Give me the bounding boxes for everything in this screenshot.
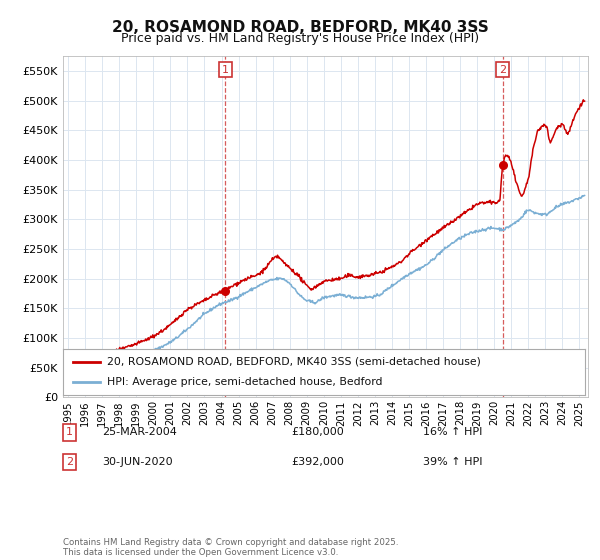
Text: 2: 2 xyxy=(499,64,506,74)
Text: 1: 1 xyxy=(66,427,73,437)
Text: Contains HM Land Registry data © Crown copyright and database right 2025.
This d: Contains HM Land Registry data © Crown c… xyxy=(63,538,398,557)
Text: 30-JUN-2020: 30-JUN-2020 xyxy=(102,457,173,467)
Text: 25-MAR-2004: 25-MAR-2004 xyxy=(102,427,177,437)
Text: 1: 1 xyxy=(222,64,229,74)
Text: 16% ↑ HPI: 16% ↑ HPI xyxy=(423,427,482,437)
Text: HPI: Average price, semi-detached house, Bedford: HPI: Average price, semi-detached house,… xyxy=(107,377,383,387)
Text: 39% ↑ HPI: 39% ↑ HPI xyxy=(423,457,482,467)
Text: £392,000: £392,000 xyxy=(291,457,344,467)
Text: 20, ROSAMOND ROAD, BEDFORD, MK40 3SS: 20, ROSAMOND ROAD, BEDFORD, MK40 3SS xyxy=(112,20,488,35)
Text: 2: 2 xyxy=(66,457,73,467)
Text: £180,000: £180,000 xyxy=(291,427,344,437)
Text: Price paid vs. HM Land Registry's House Price Index (HPI): Price paid vs. HM Land Registry's House … xyxy=(121,32,479,45)
Text: 20, ROSAMOND ROAD, BEDFORD, MK40 3SS (semi-detached house): 20, ROSAMOND ROAD, BEDFORD, MK40 3SS (se… xyxy=(107,357,481,367)
